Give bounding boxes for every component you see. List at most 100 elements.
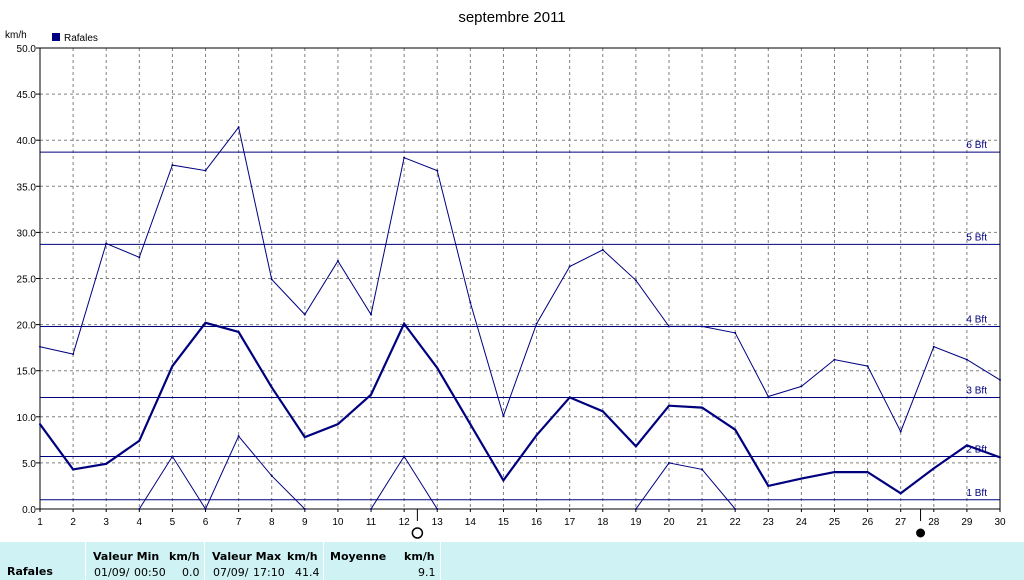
summary-divider bbox=[204, 542, 205, 580]
data-point-max bbox=[138, 256, 141, 259]
x-tick-label: 24 bbox=[796, 517, 808, 528]
summary-divider bbox=[323, 542, 324, 580]
beaufort-label: 5 Bft bbox=[966, 232, 987, 243]
data-point-max bbox=[39, 345, 41, 348]
x-tick-label: 18 bbox=[597, 517, 609, 528]
data-point-max bbox=[932, 345, 935, 348]
data-point-average bbox=[767, 484, 770, 487]
data-point-min bbox=[436, 508, 439, 510]
x-tick-label: 8 bbox=[269, 517, 275, 528]
beaufort-label: 3 Bft bbox=[966, 385, 987, 396]
data-point-average bbox=[105, 462, 108, 465]
data-point-max bbox=[999, 378, 1001, 381]
x-tick-label: 28 bbox=[928, 517, 940, 528]
x-tick-label: 2 bbox=[70, 517, 76, 528]
x-tick-label: 25 bbox=[829, 517, 841, 528]
data-point-max bbox=[469, 301, 472, 304]
data-point-average bbox=[270, 386, 273, 389]
data-point-max bbox=[667, 325, 670, 328]
x-tick-label: 19 bbox=[630, 517, 642, 528]
y-tick-label: 35.0 bbox=[17, 182, 37, 193]
data-point-max bbox=[535, 322, 538, 325]
full-moon-icon bbox=[411, 527, 424, 539]
data-point-min bbox=[701, 468, 704, 471]
x-tick-label: 14 bbox=[465, 517, 477, 528]
data-point-average bbox=[866, 471, 869, 474]
summary-divider bbox=[85, 542, 86, 580]
x-tick-label: 3 bbox=[103, 517, 109, 528]
data-point-min bbox=[171, 455, 174, 458]
plot-frame bbox=[39, 47, 1001, 510]
y-tick-label: 50.0 bbox=[17, 44, 37, 55]
data-point-average bbox=[999, 456, 1001, 459]
data-point-max bbox=[403, 156, 406, 159]
new-moon-icon bbox=[916, 528, 926, 538]
summary-row-label: Rafales bbox=[7, 565, 53, 578]
data-point-min bbox=[370, 508, 373, 510]
data-point-max bbox=[171, 164, 174, 167]
x-tick-label: 13 bbox=[432, 517, 444, 528]
x-tick-label: 16 bbox=[531, 517, 543, 528]
data-point-max bbox=[436, 169, 439, 172]
x-tick-label: 27 bbox=[895, 517, 907, 528]
data-point-min bbox=[734, 508, 737, 510]
data-point-average bbox=[336, 423, 339, 426]
x-tick-label: 20 bbox=[663, 517, 675, 528]
data-point-average bbox=[469, 423, 472, 426]
min-value: 0.0 bbox=[182, 566, 200, 579]
data-point-average bbox=[171, 365, 174, 368]
data-point-max bbox=[899, 430, 902, 433]
legend-swatch bbox=[52, 33, 60, 41]
data-point-average bbox=[436, 366, 439, 369]
wind-gust-chart: septembre 2011 km/h Rafales 0.05.010.015… bbox=[5, 9, 1006, 539]
data-point-max bbox=[965, 358, 968, 361]
data-point-max bbox=[634, 279, 637, 282]
y-tick-label: 30.0 bbox=[17, 228, 37, 239]
x-tick-label: 23 bbox=[763, 517, 775, 528]
data-point-average bbox=[634, 445, 637, 448]
data-point-average bbox=[370, 393, 373, 396]
x-tick-label: 21 bbox=[697, 517, 709, 528]
data-point-average bbox=[965, 444, 968, 447]
x-tick-label: 12 bbox=[399, 517, 411, 528]
x-tick-label: 11 bbox=[366, 517, 377, 528]
min-unit: km/h bbox=[169, 550, 200, 563]
data-point-average bbox=[72, 468, 75, 471]
data-point-min bbox=[270, 474, 273, 477]
y-axis-unit: km/h bbox=[5, 30, 27, 41]
data-point-average bbox=[601, 410, 604, 413]
data-point-max bbox=[568, 265, 571, 268]
min-date: 01/09/ bbox=[94, 566, 130, 579]
data-point-min bbox=[138, 508, 141, 510]
summary-row-label-cell: Rafales bbox=[0, 542, 85, 580]
max-time: 17:10 bbox=[253, 566, 285, 579]
data-point-max bbox=[502, 414, 505, 417]
min-header: Valeur Min bbox=[93, 550, 160, 563]
x-tick-label: 4 bbox=[137, 517, 143, 528]
beaufort-label: 6 Bft bbox=[966, 140, 987, 151]
data-point-average bbox=[899, 492, 902, 495]
data-point-max bbox=[601, 248, 604, 251]
y-tick-label: 45.0 bbox=[17, 90, 37, 101]
x-tick-label: 1 bbox=[37, 517, 43, 528]
max-header: Valeur Max bbox=[212, 550, 282, 563]
data-point-average bbox=[932, 467, 935, 470]
avg-value: 9.1 bbox=[418, 566, 436, 579]
x-tick-label: 6 bbox=[203, 517, 209, 528]
series-line-max bbox=[39, 126, 1001, 433]
data-point-max bbox=[204, 169, 207, 172]
max-unit: km/h bbox=[287, 550, 318, 563]
data-point-average bbox=[734, 428, 737, 431]
x-tick-label: 22 bbox=[730, 517, 742, 528]
data-point-min bbox=[403, 455, 406, 458]
data-point-max bbox=[767, 395, 770, 398]
statistics-bar: Rafales Valeur Min km/h 01/09/ 00:50 0.0… bbox=[0, 542, 1024, 580]
beaufort-label: 1 Bft bbox=[966, 488, 987, 499]
x-tick-label: 17 bbox=[564, 517, 576, 528]
y-tick-label: 40.0 bbox=[17, 136, 37, 147]
avg-header: Moyenne bbox=[330, 550, 387, 563]
chart-title: septembre 2011 bbox=[458, 9, 565, 26]
data-point-average bbox=[800, 477, 803, 480]
data-point-max bbox=[800, 385, 803, 388]
data-point-max bbox=[866, 365, 869, 368]
